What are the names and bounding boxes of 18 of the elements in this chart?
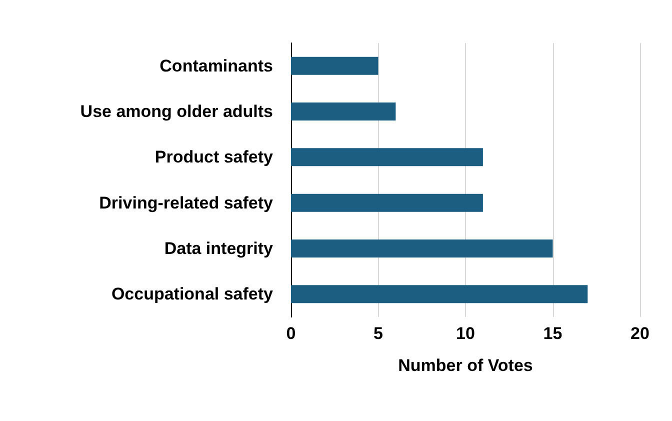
y-tick-label: Use among older adults (80, 102, 273, 121)
y-tick-label: Data integrity (164, 239, 274, 258)
x-tick-label: 20 (630, 324, 650, 343)
x-axis-title: Number of Votes (398, 356, 533, 375)
bar (291, 56, 378, 75)
bar (291, 194, 483, 212)
y-tick-label: Product safety (154, 148, 274, 167)
bar (291, 148, 483, 166)
y-tick-label: Occupational safety (111, 284, 274, 304)
y-tick-label: Contaminants (160, 56, 273, 76)
x-tick-label: 10 (456, 324, 475, 343)
y-tick-label: Driving-related safety (99, 193, 274, 212)
x-tick-label: 0 (286, 324, 296, 343)
bar (291, 285, 588, 304)
x-tick-label: 15 (543, 324, 562, 343)
bar (291, 102, 396, 120)
x-tick-label: 5 (374, 324, 383, 343)
bar (291, 240, 553, 258)
